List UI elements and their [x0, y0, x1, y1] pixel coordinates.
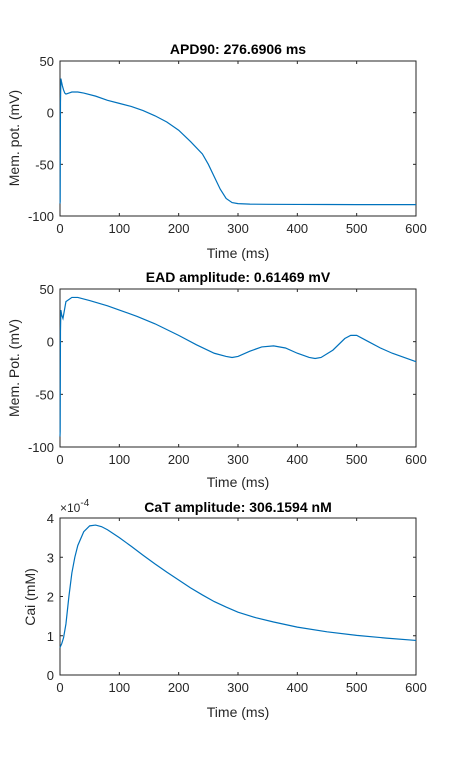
- panel-1-ytick-label: 0: [47, 106, 54, 121]
- panel-2-xtick-label: 600: [405, 452, 427, 467]
- panel-3-xtick-label: 100: [108, 680, 130, 695]
- panel-3-axes-box: [59, 517, 417, 676]
- panel-2-xtick-label: 100: [108, 452, 130, 467]
- panel-1-xtick-label: 400: [286, 221, 308, 236]
- panel-3-y-exponent: ×10-4: [60, 498, 90, 515]
- panel-apd90: APD90: 276.6906 ms 0 100 200 300 400 500 600-1…: [6, 41, 427, 261]
- panel-1-xlabel: Time (ms): [207, 245, 269, 261]
- panel-cat: CaT amplitude: 306.1594 nM ×10-4 0 100 200…: [22, 498, 427, 720]
- panel-1-ylabel: Mem. pot. (mV): [6, 90, 22, 186]
- panel-3-xtick-label: 300: [227, 680, 249, 695]
- panel-2-xtick-label: 400: [286, 452, 308, 467]
- panel-1-series-line: [59, 78, 416, 206]
- panel-3-y-exponent-power: -4: [80, 498, 89, 509]
- panel-2-xtick-label: 0: [56, 452, 63, 467]
- panel-3-ytick-label: 4: [47, 511, 54, 526]
- panel-3-y-exponent-base: ×10: [60, 501, 81, 515]
- panel-1-ticks: 0 100 200 300 400 500 600 -100 -50 0 50: [28, 54, 427, 236]
- panel-2-xtick-label: 200: [168, 452, 190, 467]
- panel-3-title: CaT amplitude: 306.1594 nM: [144, 499, 332, 515]
- panel-2-xlabel: Time (ms): [207, 474, 269, 490]
- panel-2-ytick-label: 0: [47, 335, 54, 350]
- panel-2-ytick-label: -50: [35, 387, 54, 402]
- panel-3-xtick-label: 500: [346, 680, 368, 695]
- panel-2-ytick-label: 50: [40, 282, 54, 297]
- panel-3-xlabel: Time (ms): [207, 704, 269, 720]
- panel-3-series-line: [59, 524, 417, 648]
- panel-1-ytick-label: 50: [40, 54, 54, 69]
- panel-1-xtick-label: 600: [405, 221, 427, 236]
- panel-1-xtick-label: 0: [56, 221, 63, 236]
- panel-3-xtick-label: 0: [56, 680, 63, 695]
- panel-2-ytick-label: -100: [28, 440, 54, 455]
- panel-3-ytick-label: 3: [47, 550, 54, 565]
- panel-2-title: EAD amplitude: 0.61469 mV: [146, 269, 331, 285]
- panel-1-ytick-label: -50: [35, 157, 54, 172]
- panel-1-axes-box: [59, 60, 417, 217]
- panel-2-series-line: [59, 296, 417, 437]
- panel-2-ylabel: Mem. Pot. (mV): [6, 319, 22, 417]
- panel-1-xtick-label: 100: [108, 221, 130, 236]
- panel-3-ytick-label: 2: [47, 590, 54, 605]
- panel-3-ylabel: Cai (mM): [22, 568, 38, 626]
- panel-1-xtick-label: 200: [168, 221, 190, 236]
- panel-3-ytick-label: 0: [47, 668, 54, 683]
- panel-3-xtick-label: 200: [168, 680, 190, 695]
- panel-1-title: APD90: 276.6906 ms: [170, 41, 306, 57]
- panel-2-xtick-label: 500: [346, 452, 368, 467]
- panel-3-xtick-label: 400: [286, 680, 308, 695]
- panel-1-ytick-label: -100: [28, 209, 54, 224]
- panel-2-axes-box: [59, 288, 417, 448]
- panel-ead: EAD amplitude: 0.61469 mV 0 100 200 300 400 5…: [6, 269, 427, 490]
- panel-2-ticks: 0 100 200 300 400 500 600 -100 -50 0 50: [28, 282, 427, 467]
- panel-3-xtick-label: 600: [405, 680, 427, 695]
- panel-1-xtick-label: 500: [346, 221, 368, 236]
- panel-2-xtick-label: 300: [227, 452, 249, 467]
- panel-3-ytick-label: 1: [47, 629, 54, 644]
- panel-1-xtick-label: 300: [227, 221, 249, 236]
- panel-3-ticks: 0 100 200 300 400 500 600 0 1 2 3 4: [47, 511, 427, 695]
